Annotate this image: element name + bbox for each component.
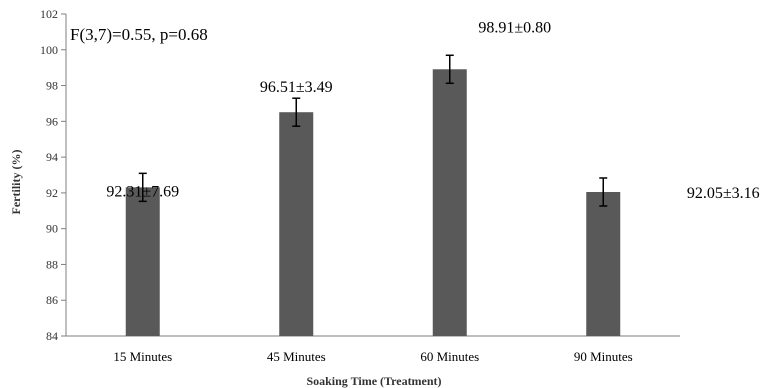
x-tick-label: 15 Minutes bbox=[113, 349, 172, 364]
stats-annotation: F(3,7)=0.55, p=0.68 bbox=[70, 25, 208, 44]
y-tick-label: 92 bbox=[46, 186, 58, 200]
bar-45-minutes bbox=[279, 112, 314, 337]
y-tick-label: 102 bbox=[40, 7, 58, 21]
bar-15-minutes bbox=[125, 187, 160, 336]
axes bbox=[65, 14, 680, 337]
bars bbox=[125, 69, 621, 337]
y-tick-label: 88 bbox=[46, 257, 58, 271]
value-label: 92.05±3.16 bbox=[687, 185, 760, 202]
bar-60-minutes bbox=[432, 69, 467, 336]
error-bars bbox=[138, 54, 608, 207]
y-tick-label: 86 bbox=[46, 293, 58, 307]
value-label: 96.51±3.49 bbox=[260, 79, 333, 96]
y-axis-label: Fertility (%) bbox=[9, 150, 23, 215]
x-tick-labels: 15 Minutes 45 Minutes 60 Minutes 90 Minutes bbox=[113, 349, 632, 364]
y-tick-label: 96 bbox=[46, 114, 58, 128]
x-tick-label: 90 Minutes bbox=[574, 349, 633, 364]
x-axis-label: Soaking Time (Treatment) bbox=[306, 374, 441, 388]
value-label: 98.91±0.80 bbox=[478, 19, 551, 36]
x-tick-label: 45 Minutes bbox=[267, 349, 326, 364]
value-labels: 92.31±7.69 96.51±3.49 98.91±0.80 92.05±3.16 bbox=[106, 19, 759, 202]
y-tick-label: 94 bbox=[46, 150, 58, 164]
y-ticks: 84 86 88 90 92 94 96 98 100 102 bbox=[40, 7, 66, 343]
bar-90-minutes bbox=[586, 191, 621, 336]
y-tick-label: 90 bbox=[46, 222, 58, 236]
y-tick-label: 84 bbox=[46, 329, 58, 343]
x-tick-label: 60 Minutes bbox=[420, 349, 479, 364]
y-tick-label: 100 bbox=[40, 43, 58, 57]
y-tick-label: 98 bbox=[46, 79, 58, 93]
value-label: 92.31±7.69 bbox=[106, 183, 179, 200]
